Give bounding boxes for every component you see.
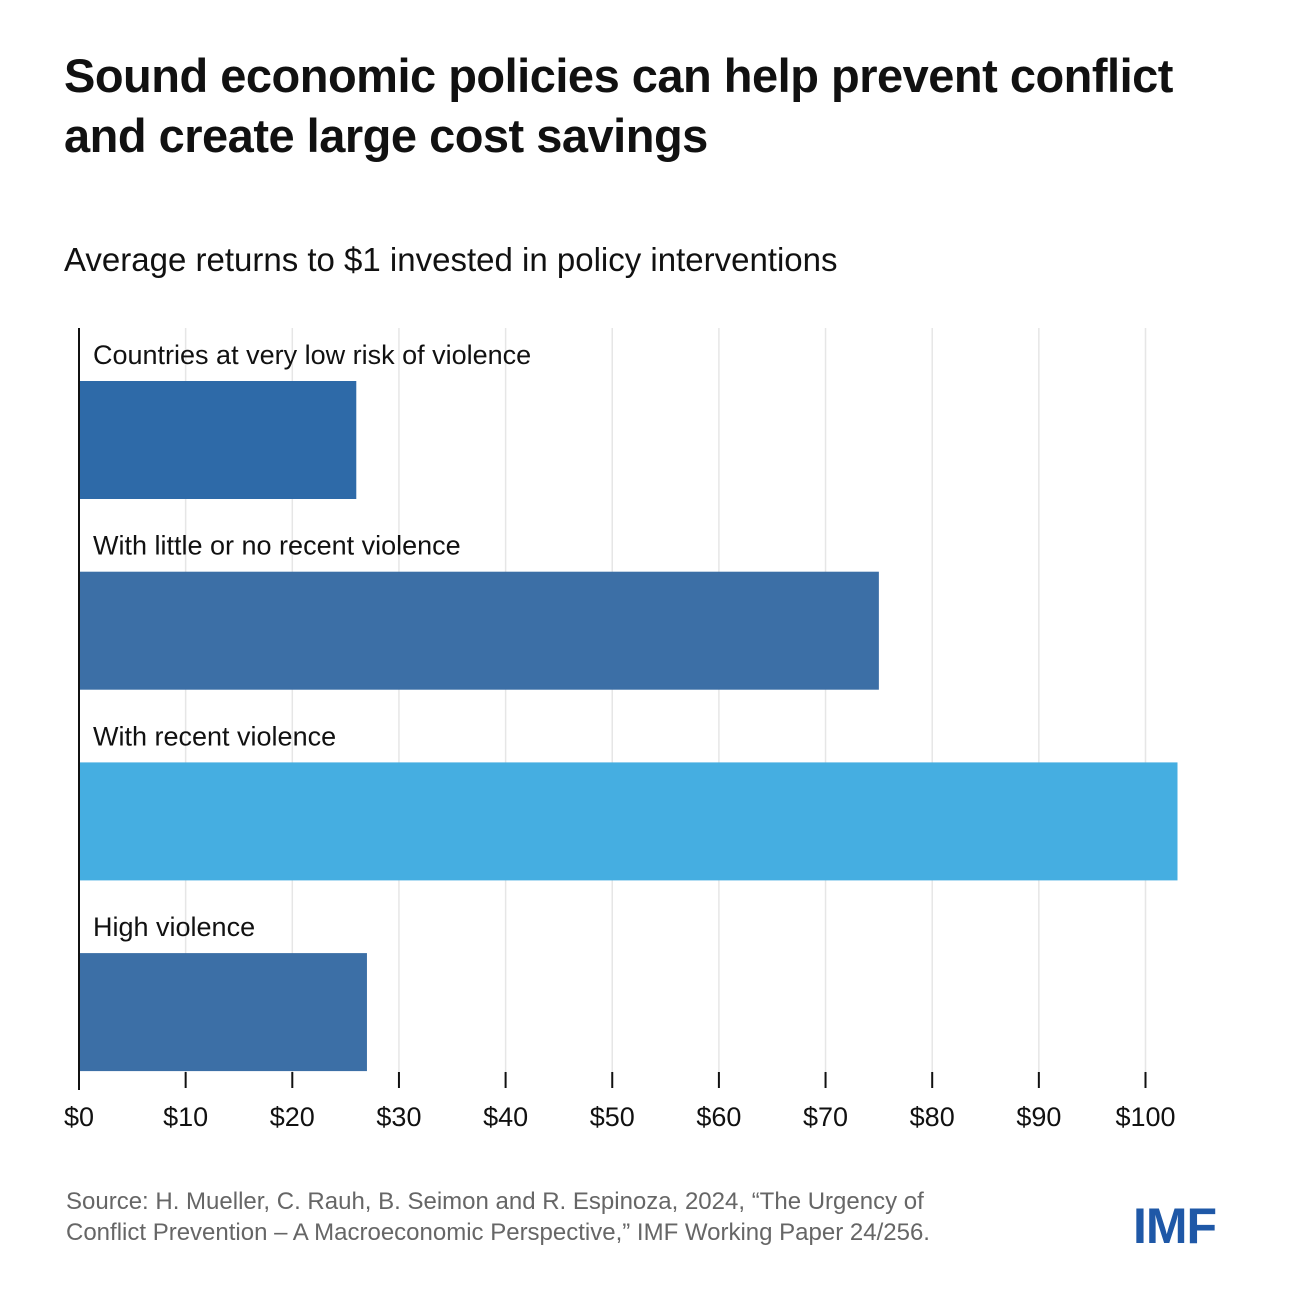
x-tick-label: $10: [163, 1102, 208, 1132]
bar: [79, 571, 879, 690]
x-tick-label: $0: [64, 1102, 94, 1132]
category-labels: Countries at very low risk of violence Wi…: [93, 340, 531, 942]
x-tick-label: $20: [270, 1102, 315, 1132]
category-label: With little or no recent violence: [93, 531, 461, 561]
source-line-1: Source: H. Mueller, C. Rauh, B. Seimon a…: [66, 1188, 924, 1215]
source-line-2: Conflict Prevention – A Macroeconomic Pe…: [66, 1219, 930, 1246]
x-tick-label: $60: [696, 1102, 741, 1132]
x-tick-label: $100: [1115, 1102, 1175, 1132]
x-tick-label: $30: [376, 1102, 421, 1132]
x-tick-label: $40: [483, 1102, 528, 1132]
bar: [79, 381, 357, 499]
category-label: Countries at very low risk of violence: [93, 340, 531, 370]
bar: [79, 762, 1178, 881]
bar: [79, 953, 367, 1072]
imf-logo: IMF: [1133, 1198, 1217, 1254]
x-tick-label: $50: [590, 1102, 635, 1132]
chart-title: Sound economic policies can help prevent…: [64, 49, 1173, 162]
x-axis-ticks: $0 $10 $20 $30 $40 $50 $60 $70 $80 $90 $100: [64, 1072, 1176, 1132]
x-tick-label: $80: [910, 1102, 955, 1132]
bars: [79, 381, 1178, 1072]
bar-chart: Countries at very low risk of violence Wi…: [64, 328, 1178, 1132]
source-note: Source: H. Mueller, C. Rauh, B. Seimon a…: [66, 1186, 1086, 1248]
x-tick-label: $90: [1016, 1102, 1061, 1132]
category-label: With recent violence: [93, 721, 336, 751]
x-tick-label: $70: [803, 1102, 848, 1132]
chart-subtitle: Average returns to $1 invested in policy…: [64, 241, 838, 278]
category-label: High violence: [93, 912, 255, 942]
